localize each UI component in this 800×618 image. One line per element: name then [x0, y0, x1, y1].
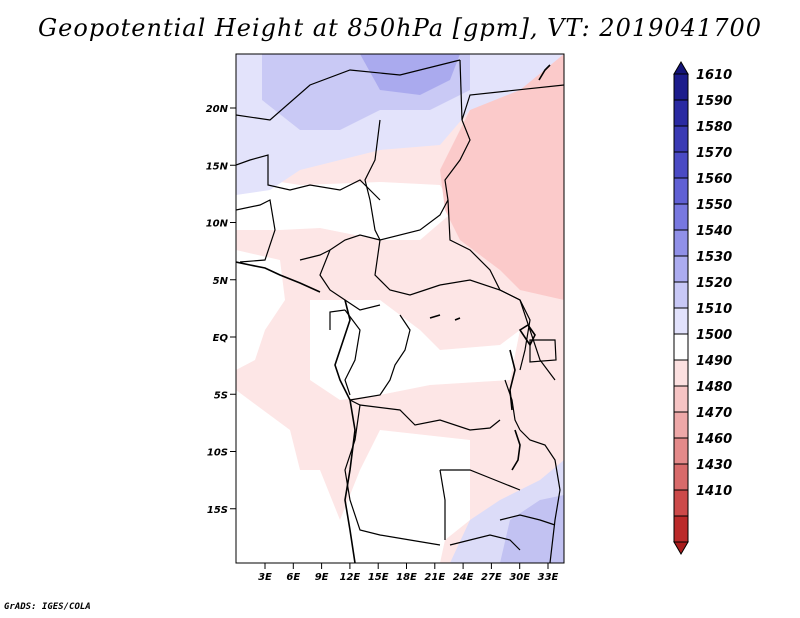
colorbar-label: 1570: [696, 146, 732, 161]
lat-tick-label: 5S: [214, 390, 228, 401]
colorbar-segment: [673, 281, 689, 309]
colorbar-segment: [673, 333, 689, 361]
lon-tick-label: 9E: [315, 572, 329, 583]
lon-tick-label: 33E: [538, 572, 559, 583]
colorbar-label: 1610: [696, 68, 732, 83]
lat-tick-label: 10S: [207, 448, 228, 459]
lat-tick-label: 10N: [206, 219, 229, 230]
colorbar-label: 1550: [696, 198, 732, 213]
colorbar-label: 1430: [696, 458, 732, 473]
colorbar-label: 1590: [696, 94, 732, 109]
lon-tick-label: 6E: [286, 572, 300, 583]
latitude-axis: 20N 15N 10N 5N EQ 5S 10S 15S: [206, 104, 236, 516]
colorbar-label: 1470: [696, 406, 732, 421]
country-borders: [236, 59, 564, 563]
colorbar-label: 1560: [696, 172, 732, 187]
lat-tick-label: EQ: [213, 333, 229, 344]
lat-tick-label: 5N: [213, 276, 229, 287]
map-frame: [235, 53, 565, 564]
colorbar-top-arrow: [673, 61, 689, 75]
colorbar-segment: [673, 515, 689, 543]
field-white-central: [310, 300, 520, 400]
lon-tick-label: 18E: [396, 572, 417, 583]
colorbar-segment: [673, 99, 689, 127]
colorbar-label: 1490: [696, 354, 732, 369]
map-title: Geopotential Height at 850hPa [gpm], VT:…: [38, 14, 762, 42]
colorbar-label: 1540: [696, 224, 732, 239]
colorbar-segment: [673, 177, 689, 205]
footer-credit: GrADS: IGES/COLA: [4, 602, 91, 612]
lon-tick-label: 30E: [509, 572, 530, 583]
longitude-axis: 3E 6E 9E 12E 15E 18E 21E 24E 27E 30E 33E: [258, 563, 559, 583]
colorbar-label: 1410: [696, 484, 732, 499]
lon-tick-label: 3E: [258, 572, 272, 583]
colorbar-segment: [673, 125, 689, 153]
colorbar-segment: [673, 489, 689, 517]
field-white-south: [236, 390, 470, 563]
field-white-sahel: [236, 175, 455, 240]
colorbar-segment: [673, 73, 689, 101]
colorbar-segment: [673, 151, 689, 179]
colorbar-label: 1580: [696, 120, 732, 135]
colorbar: 1610 1590 1580 1570 1560 1550 1540 1530 1520 1510…: [673, 61, 732, 555]
lon-tick-label: 27E: [481, 572, 502, 583]
field-blue-max: [360, 54, 460, 95]
lat-tick-label: 20N: [206, 104, 229, 115]
colorbar-segment: [673, 203, 689, 231]
colorbar-label: 1460: [696, 432, 732, 447]
colorbar-segment: [673, 463, 689, 491]
colorbar-segment: [673, 437, 689, 465]
colorbar-segment: [673, 385, 689, 413]
field-white-west: [236, 250, 285, 370]
lon-tick-label: 15E: [368, 572, 389, 583]
colorbar-label: 1530: [696, 250, 732, 265]
colorbar-label: 1500: [696, 328, 732, 343]
lon-tick-label: 24E: [453, 572, 474, 583]
colorbar-segment: [673, 255, 689, 283]
field-red-northeast: [440, 54, 564, 300]
lat-tick-label: 15S: [207, 505, 228, 516]
colorbar-segment: [673, 411, 689, 439]
colorbar-segment: [673, 359, 689, 387]
colorbar-segment: [673, 307, 689, 335]
lon-tick-label: 12E: [340, 572, 361, 583]
lon-tick-label: 21E: [424, 572, 445, 583]
lat-tick-label: 15N: [206, 161, 229, 172]
colorbar-segment: [673, 229, 689, 257]
colorbar-label: 1510: [696, 302, 732, 317]
colorbar-label: 1480: [696, 380, 732, 395]
coastlines-lakes: [236, 64, 551, 563]
height-field: [236, 54, 564, 563]
colorbar-bottom-arrow: [673, 541, 689, 555]
colorbar-label: 1520: [696, 276, 732, 291]
